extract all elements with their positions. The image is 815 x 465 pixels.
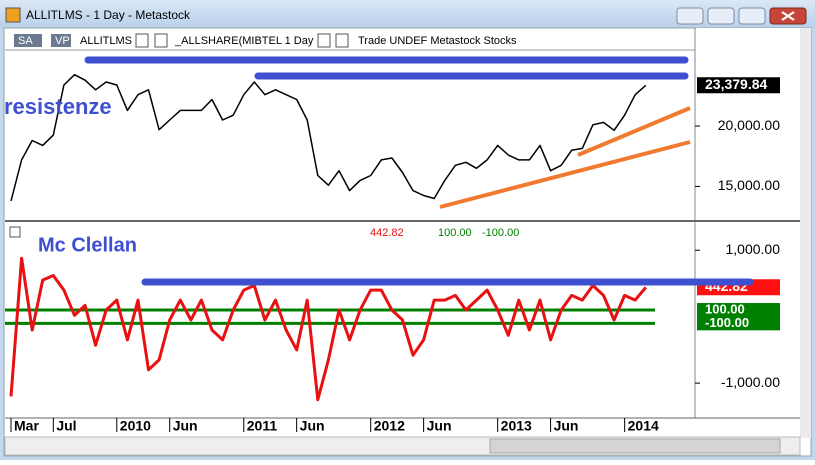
x-tick-label: 2010 xyxy=(120,418,151,434)
toolbar-item[interactable]: VP xyxy=(55,35,70,47)
close-icon xyxy=(781,11,795,21)
window-buttons[interactable] xyxy=(676,7,807,25)
annotation: Mc Clellan xyxy=(38,234,137,256)
panel-close-box[interactable] xyxy=(9,226,21,238)
toolbar-item[interactable]: ALLITLMS xyxy=(80,35,132,47)
toolbar-item[interactable]: _ALLSHARE(MIBTEL 1 Day xyxy=(174,35,314,47)
dropdown[interactable] xyxy=(135,33,149,48)
x-tick-label: Jul xyxy=(56,418,76,434)
scrollbar-thumb[interactable] xyxy=(489,438,781,454)
button-minimize[interactable] xyxy=(707,7,735,25)
trend-line xyxy=(439,140,691,209)
app-icon xyxy=(5,7,21,23)
y-tick-label: -1,000.00 xyxy=(721,374,780,390)
toolbar: SA VP ALLITLMS _ALLSHARE(MIBTEL 1 Day Trade … xyxy=(14,33,517,48)
trend-line xyxy=(577,106,691,157)
plot: 15,000.00 20,000.00 23,379.84 1,000.00 -1,00… xyxy=(5,73,781,434)
series-line xyxy=(10,73,647,202)
y-tick-label: 15,000.00 xyxy=(718,177,780,193)
right-strip xyxy=(800,28,811,438)
header-value: 442.82 xyxy=(370,227,404,239)
dropdown[interactable] xyxy=(335,33,349,48)
y-tick-label: 20,000.00 xyxy=(718,117,780,133)
reference-label: -100.00 xyxy=(705,315,749,330)
toolbar-item[interactable]: Trade UNDEF Metastock Stocks xyxy=(358,35,517,47)
reference-label: 100.00 xyxy=(705,301,745,316)
last-value-label: 23,379.84 xyxy=(705,76,767,92)
dropdown[interactable] xyxy=(154,33,168,48)
x-tick-label: Jun xyxy=(173,418,198,434)
header-value: -100.00 xyxy=(482,227,519,239)
x-tick-label: Mar xyxy=(14,418,39,434)
series-line xyxy=(9,256,647,402)
x-tick-label: 2011 xyxy=(247,418,278,434)
toolbar-button[interactable] xyxy=(14,34,42,47)
reference-label-box xyxy=(697,316,780,331)
x-tick-label: Jun xyxy=(300,418,325,434)
reference-label-box xyxy=(697,303,780,318)
x-tick-label: Jun xyxy=(427,418,452,434)
last-value-box xyxy=(697,77,780,94)
y-tick-label: 1,000.00 xyxy=(726,241,781,257)
x-tick-label: 2013 xyxy=(501,418,532,434)
chart-area xyxy=(3,27,812,457)
button-maximize[interactable] xyxy=(738,7,766,25)
annotation: resistenze xyxy=(4,94,112,119)
dropdown[interactable] xyxy=(317,33,331,48)
button-restore-all[interactable] xyxy=(676,7,704,25)
x-tick-label: 2012 xyxy=(374,418,405,434)
toolbar-item[interactable]: SA xyxy=(18,35,33,47)
window-title: ALLITLMS - 1 Day - Metastock xyxy=(26,8,191,22)
x-tick-label: 2014 xyxy=(628,418,659,434)
price-axis-area xyxy=(696,28,800,223)
x-tick-label: Jun xyxy=(554,418,579,434)
header-value: 100.00 xyxy=(438,227,472,239)
toolbar-button[interactable] xyxy=(51,34,71,47)
